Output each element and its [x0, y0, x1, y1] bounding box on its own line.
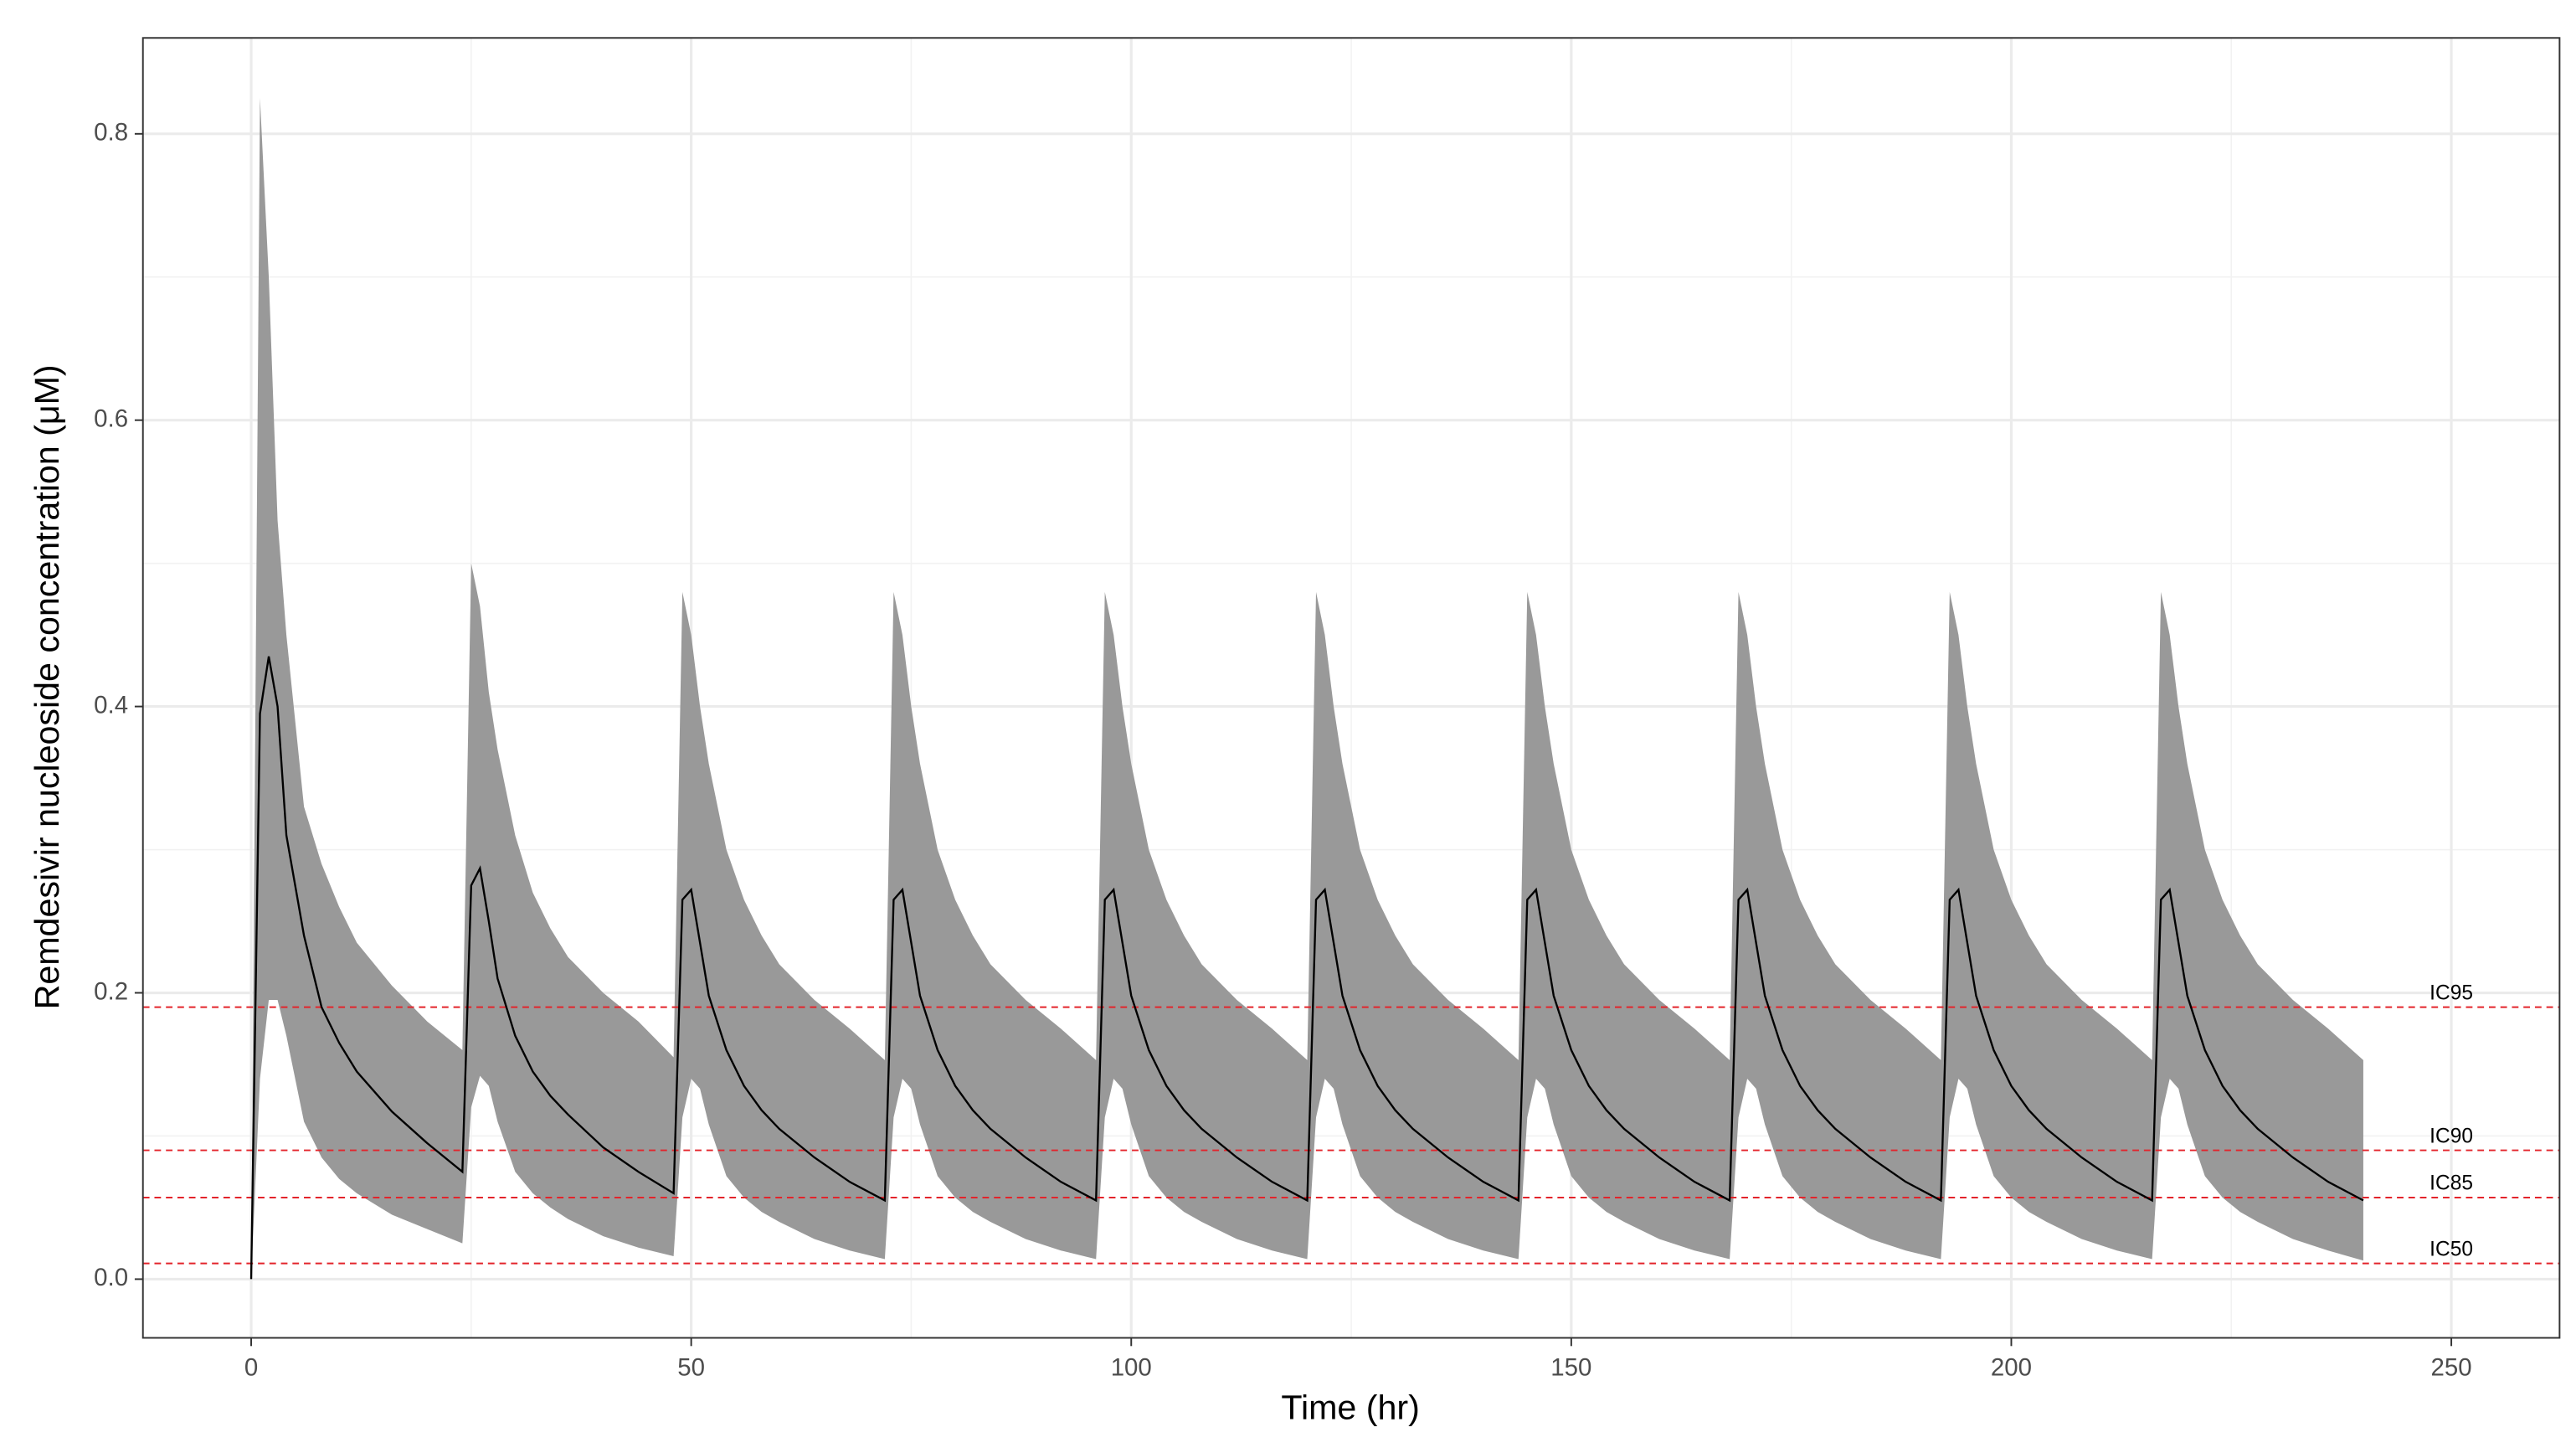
panel-border — [141, 37, 2561, 1339]
y-axis-title: Remdesivir nucleoside concentration (μM) — [28, 364, 66, 1009]
x-tick-label: 250 — [2431, 1354, 2472, 1382]
median-line — [249, 656, 2364, 1280]
x-tick-label: 0 — [244, 1354, 258, 1382]
confidence-band — [251, 98, 2363, 1280]
reference-label: IC95 — [2429, 982, 2473, 1004]
x-tick-label: 150 — [1550, 1354, 1591, 1382]
x-tick-label: 100 — [1111, 1354, 1152, 1382]
reference-label: IC50 — [2429, 1238, 2473, 1260]
x-tick-label: 50 — [677, 1354, 705, 1382]
reference-label: IC90 — [2429, 1125, 2473, 1147]
plot: IC95 IC90 IC85 IC50 — [142, 98, 2560, 1280]
y-tick-label: 0.0 — [94, 1264, 128, 1291]
y-tick-label: 0.6 — [94, 404, 128, 432]
x-axis-title: Time (hr) — [1281, 1389, 1420, 1427]
y-tick-label: 0.2 — [94, 977, 128, 1005]
y-tick-label: 0.4 — [94, 691, 128, 719]
reference-label: IC85 — [2429, 1172, 2473, 1195]
y-tick-label: 0.8 — [94, 119, 128, 147]
axes: 0 50 100 150 200 250 0.0 0.2 0.4 0.6 0.8 — [94, 119, 2471, 1382]
x-tick-label: 200 — [1991, 1354, 2032, 1382]
